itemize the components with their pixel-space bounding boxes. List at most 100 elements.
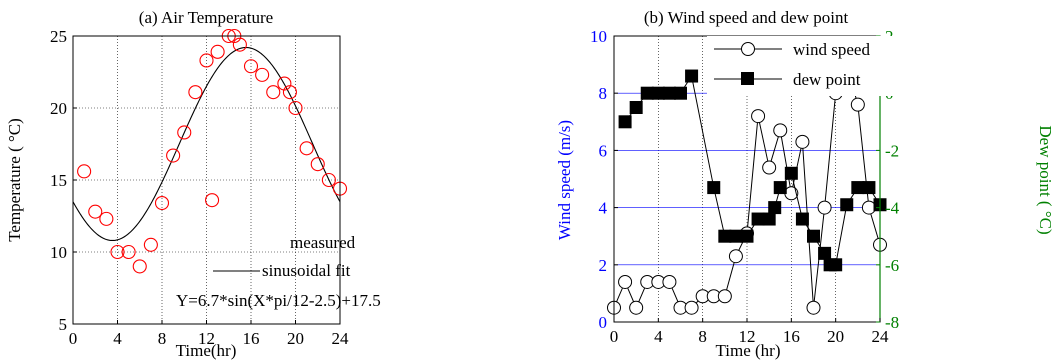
chart-b-dew-point [629, 101, 643, 114]
chart-b-y-tick-label: 10 [590, 27, 607, 46]
chart-b-dew-point [807, 229, 820, 243]
chart-a-measured-point [166, 148, 181, 163]
chart-a-measured-point [110, 244, 125, 260]
chart-a-measured-point [232, 37, 247, 52]
chart-b-dew-point [618, 115, 632, 129]
chart-b-y-tick-label: 2 [599, 256, 608, 275]
chart-b-legend-marker-wind [741, 42, 755, 56]
chart-a-measured-point [143, 237, 158, 252]
chart-b-dew-point [784, 166, 798, 180]
chart-a-x-tick-label: 4 [113, 329, 122, 348]
chart-b-y2-tick-label: -4 [885, 199, 900, 218]
chart-a-x-tick-label: 8 [158, 329, 167, 348]
chart-b-y-tick-label: 6 [599, 141, 608, 160]
chart-a-fit-line [72, 46, 341, 242]
chart-b-x-tick-label: 16 [783, 327, 800, 346]
chart-a-measured-point [99, 211, 114, 226]
chart-b-dew-point [751, 212, 765, 226]
chart-b-title: (b) Wind speed and dew point [644, 8, 849, 27]
chart-b-dew-point [640, 86, 654, 100]
chart-b-y-tick-label: 8 [599, 84, 608, 103]
chart-a-measured-point [255, 67, 270, 82]
chart-b-wind-point [762, 160, 777, 175]
chart-a-legend-fit: sinusoidal fit [262, 261, 351, 280]
chart-b-y2-axis-label: Dew point ( °C) [1036, 125, 1055, 234]
chart-b-dew-point [707, 181, 721, 195]
chart-b-dew-point [862, 181, 876, 195]
chart-b-legend-wind: wind speed [793, 40, 870, 59]
chart-b-dew-point [762, 212, 776, 226]
chart-b-dew-point [740, 229, 754, 243]
chart-a-measured-point [210, 44, 225, 59]
chart-wind-dew: (b) Wind speed and dew point 0 4 8 12 16 20 24… [555, 8, 1055, 360]
chart-a-y-tick-label: 5 [59, 315, 68, 334]
chart-a-y-ticks: 5 10 15 20 25 [50, 27, 77, 334]
chart-a-x-tick-label: 20 [287, 329, 304, 348]
chart-a-y-axis-label: Temperature ( °C) [5, 118, 24, 242]
chart-air-temperature: (a) Air Temperature 0 4 8 12 16 20 24 5 10 15 20 2… [5, 8, 381, 360]
chart-a-measured-point [77, 164, 92, 179]
chart-a-measured-point [310, 157, 325, 172]
chart-b-x-ticks: 0 4 8 12 16 20 24 [610, 318, 889, 346]
chart-b-wind-point [795, 134, 810, 149]
chart-b-dew-point [795, 212, 809, 226]
chart-a-measured-point [132, 259, 147, 274]
chart-b-x-tick-label: 24 [872, 327, 890, 346]
chart-b-legend-box [707, 36, 904, 96]
chart-a-y-tick-label: 20 [50, 99, 67, 118]
chart-b-wind-point [773, 123, 788, 138]
chart-a-measured-point [299, 141, 314, 156]
chart-a-x-tick-label: 16 [243, 329, 260, 348]
chart-b-dew-series [618, 69, 887, 272]
chart-a-fit-curve [72, 46, 341, 242]
chart-b-dew-point [773, 181, 787, 195]
chart-a-fit-equation: Y=6.7*sin(X*pi/12-2.5)+17.5 [176, 291, 381, 310]
chart-b-x-tick-label: 12 [739, 327, 756, 346]
chart-b-x-tick-label: 8 [698, 327, 707, 346]
chart-b-dew-point [729, 229, 743, 243]
chart-b-dew-point [651, 86, 665, 100]
chart-b-x-tick-label: 4 [654, 327, 663, 346]
chart-b-y-ticks: 0 2 4 6 8 10 [590, 27, 618, 332]
chart-b-x-axis-label: Time (hr) [715, 341, 780, 360]
chart-b-x-tick-label: 20 [827, 327, 844, 346]
chart-b-wind-point [629, 300, 644, 315]
chart-b-wind-point [618, 274, 633, 289]
chart-a-measured-point [266, 85, 281, 100]
chart-b-y-tick-label: 4 [599, 199, 608, 218]
chart-a-y-tick-label: 25 [50, 27, 67, 46]
chart-b-y2-tick-label: -6 [885, 256, 899, 275]
chart-b-wind-point [728, 249, 743, 264]
chart-a-title: (a) Air Temperature [139, 8, 273, 27]
chart-b-y2-tick-label: -8 [885, 313, 899, 332]
chart-a-measured-point [288, 100, 303, 116]
chart-a-measured-points [77, 28, 348, 274]
chart-a-x-tick-label: 12 [198, 329, 215, 348]
chart-b-dew-point [674, 86, 687, 100]
chart-a-measured-point [282, 85, 297, 100]
chart-a-y-tick-label: 10 [50, 243, 67, 262]
chart-b-wind-series [607, 57, 887, 315]
chart-b-wind-point [806, 300, 821, 315]
chart-b-y2-tick-label: -2 [885, 141, 899, 160]
chart-a-x-tick-label: 0 [69, 329, 78, 348]
chart-a-measured-point [88, 204, 103, 219]
chart-b-legend: wind speed dew point [707, 36, 904, 96]
chart-b-dew-point [685, 69, 699, 83]
chart-a-x-tick-label: 24 [332, 329, 350, 348]
chart-b-wind-point [861, 200, 876, 215]
chart-b-wind-point [717, 289, 732, 304]
chart-b-legend-dew: dew point [793, 70, 861, 89]
chart-a-y-tick-label: 15 [50, 171, 67, 190]
chart-a-measured-point [188, 85, 203, 100]
chart-b-dew-point [829, 258, 843, 272]
chart-b-dew-point [840, 198, 854, 212]
chart-b-dew-point [662, 86, 676, 100]
chart-b-x-tick-label: 0 [610, 327, 619, 346]
chart-b-wind-point [751, 109, 766, 124]
chart-a-measured-point [177, 125, 192, 140]
chart-b-dew-point [818, 246, 832, 260]
chart-a-measured-point [199, 53, 214, 68]
chart-a-grid [73, 36, 340, 324]
